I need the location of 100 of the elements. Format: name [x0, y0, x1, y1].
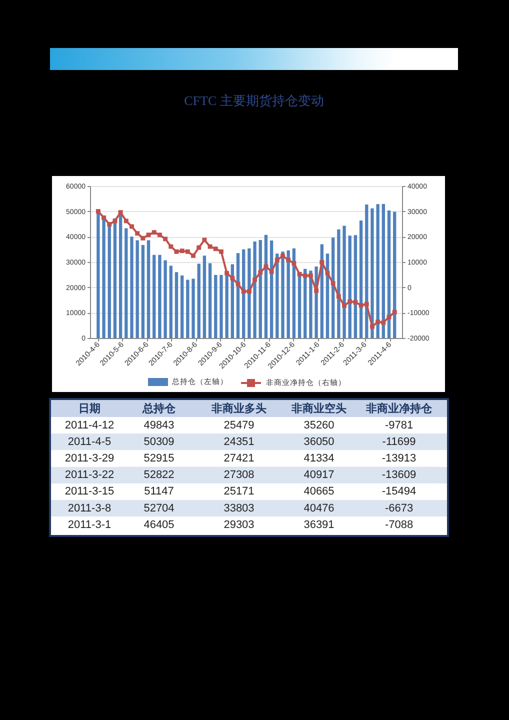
bar — [348, 236, 352, 338]
chart-title: CFTC 主要期货持仓变动 — [184, 93, 324, 108]
bar — [220, 274, 223, 338]
y-tick-label: 2011-4-5 — [68, 436, 112, 448]
data-label: 52822 — [144, 469, 174, 482]
data-label: 46405 — [144, 518, 174, 531]
bar — [281, 252, 284, 338]
point — [157, 232, 162, 238]
data-label: 33803 — [224, 502, 254, 514]
point — [191, 253, 196, 258]
bar — [354, 235, 358, 338]
bar — [164, 260, 167, 338]
y-axis-title: 日期 — [78, 402, 100, 415]
point — [252, 277, 258, 282]
point — [336, 294, 341, 299]
point — [392, 310, 397, 314]
bar — [309, 270, 312, 338]
data-label: -13609 — [382, 469, 416, 482]
point — [381, 320, 386, 325]
data-label: 36050 — [304, 436, 334, 448]
point — [302, 273, 308, 278]
bar — [118, 214, 122, 338]
point — [174, 249, 179, 254]
x-tick-label: 非商业多头 — [210, 402, 266, 415]
bar — [359, 220, 363, 338]
point — [140, 236, 146, 240]
x-tick-label: 非商业净持仓 — [365, 402, 433, 415]
point — [218, 249, 224, 254]
data-label: -15494 — [382, 486, 416, 498]
point — [325, 270, 330, 276]
bar — [225, 274, 228, 338]
point — [286, 258, 291, 262]
bar — [180, 275, 184, 338]
point — [274, 258, 280, 262]
point — [236, 282, 240, 286]
point — [152, 230, 156, 235]
y-tick-label: 2011-3-29 — [64, 452, 114, 464]
bar — [382, 204, 386, 338]
point — [213, 246, 218, 252]
bar — [387, 210, 391, 338]
bar — [152, 254, 156, 338]
bar — [208, 263, 212, 338]
bar — [248, 248, 251, 338]
bar — [192, 278, 195, 338]
data-label: 52915 — [144, 452, 174, 464]
point — [330, 281, 336, 286]
x-tick-label: 总持仓 — [142, 402, 176, 415]
bar — [130, 236, 134, 338]
data-label: 40665 — [304, 486, 334, 498]
point — [353, 300, 358, 305]
bar — [124, 228, 128, 338]
point — [314, 288, 319, 293]
point — [308, 273, 313, 278]
point — [364, 302, 369, 306]
point — [185, 249, 190, 254]
point — [112, 218, 118, 224]
point — [348, 299, 352, 304]
point — [280, 254, 285, 258]
data-label: 52704 — [144, 502, 174, 514]
point — [224, 270, 230, 276]
bar — [202, 256, 206, 338]
bar — [258, 240, 262, 338]
point — [208, 244, 212, 249]
bar — [264, 234, 268, 338]
point — [163, 236, 168, 242]
point — [370, 324, 374, 329]
data-label: -9781 — [384, 419, 414, 432]
point — [180, 248, 184, 254]
data-label: 27421 — [224, 452, 254, 464]
point — [135, 231, 140, 236]
bar — [174, 272, 178, 338]
y-tick-label: 2011-3-15 — [64, 486, 114, 498]
data-label: 24351 — [224, 436, 254, 448]
point — [168, 244, 174, 249]
bar — [96, 212, 100, 338]
bar — [108, 225, 111, 338]
point — [118, 210, 123, 215]
x-tick-label: 非商业空头 — [290, 402, 346, 415]
y-tick-label: 2011-4-12 — [64, 419, 114, 432]
bar — [169, 266, 172, 338]
data-label: 25479 — [224, 419, 254, 432]
y-tick-label: 2011-3-1 — [68, 518, 112, 531]
bar — [337, 229, 340, 338]
point — [107, 222, 112, 226]
point — [358, 303, 364, 308]
data-label: 50309 — [144, 436, 174, 448]
bar — [342, 226, 346, 338]
point — [258, 270, 263, 275]
bar — [298, 274, 302, 338]
bar — [197, 264, 200, 338]
bar — [141, 245, 145, 338]
data-label: 40917 — [304, 469, 334, 482]
bar — [186, 280, 190, 338]
data-label: 49843 — [144, 419, 174, 432]
y-tick-label: 2011-3-22 — [64, 469, 114, 482]
bar — [253, 241, 256, 338]
point — [297, 272, 302, 276]
bar — [214, 274, 218, 338]
data-label: -7088 — [384, 518, 414, 531]
point — [96, 209, 100, 214]
